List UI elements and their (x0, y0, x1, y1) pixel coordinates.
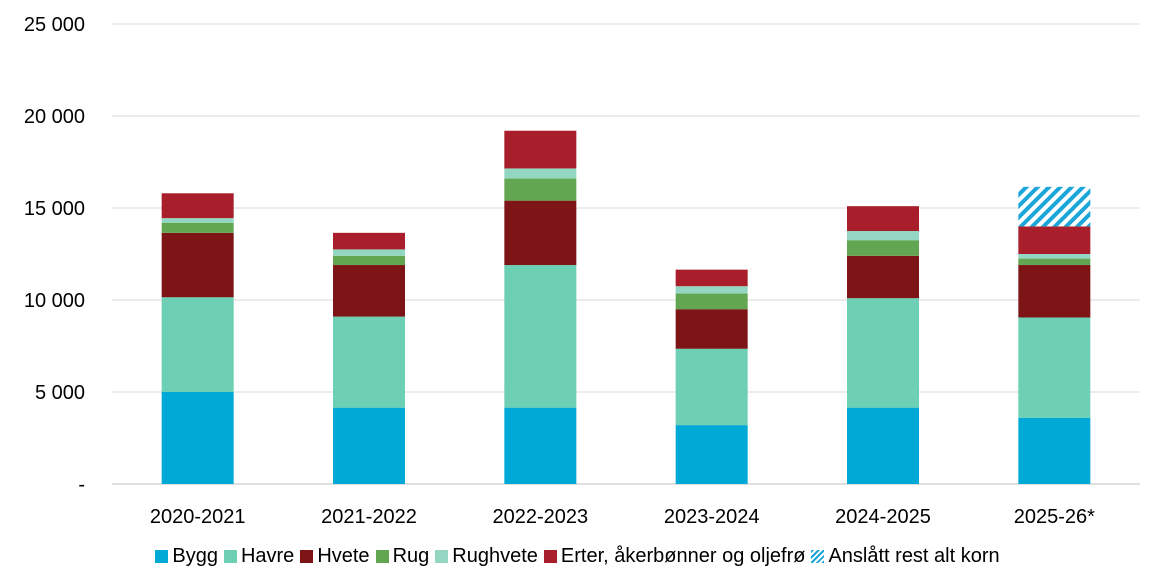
legend-swatch (155, 549, 169, 563)
bar-segment-erter-kerb-nner-og-oljefr- (847, 206, 919, 231)
bar-segment-hvete (504, 200, 577, 266)
bar-segment-rughvete (675, 286, 748, 294)
legend-label: Rug (392, 544, 430, 567)
x-tick-label: 2023-2024 (664, 506, 760, 528)
bar-segment-hvete (847, 255, 919, 299)
legend-item: Havre (223, 544, 295, 568)
y-tick-label: 20 000 (24, 106, 85, 128)
legend-item: Erter, åkerbønner og oljefrø (543, 544, 806, 568)
bar-segment-havre (333, 316, 405, 408)
legend-label: Hvete (317, 544, 370, 567)
bar-segment-rug (504, 178, 577, 201)
legend-item: Anslått rest alt korn (811, 544, 1000, 568)
x-tick-label: 2021-2022 (321, 506, 417, 528)
bar-segment-erter-kerb-nner-og-oljefr- (1018, 226, 1091, 254)
y-tick-label: 10 000 (24, 290, 85, 312)
legend-swatch (435, 549, 449, 563)
bar-segment-erter-kerb-nner-og-oljefr- (675, 269, 748, 287)
legend-label: Erter, åkerbønner og oljefrø (560, 544, 806, 567)
bar-segment-hvete (1018, 265, 1091, 318)
bar-segment-rug (675, 293, 748, 310)
bars (161, 130, 1091, 484)
legend-item: Bygg (155, 545, 218, 568)
bar-segment-havre (504, 265, 577, 408)
bar-segment-rughvete (333, 249, 405, 256)
bar-segment-rug (161, 222, 234, 233)
bar-segment-rughvete (847, 231, 919, 241)
bar-segment-hvete (675, 309, 748, 349)
x-tick-label: 2025-26* (1014, 506, 1095, 528)
bar-segment-hvete (333, 265, 405, 317)
bar-segment-bygg (675, 425, 748, 484)
bar-segment-erter-kerb-nner-og-oljefr- (161, 193, 234, 219)
y-tick-label: 5 000 (35, 382, 85, 404)
bar-segment-rug (1018, 258, 1091, 266)
bar-segment-erter-kerb-nner-og-oljefr- (333, 232, 405, 250)
bar-segment-bygg (161, 392, 234, 484)
bar-segment-rughvete (504, 168, 577, 179)
bar-segment-bygg (1018, 417, 1091, 484)
y-tick-label: 25 000 (24, 14, 85, 36)
bar-segment-bygg (847, 407, 919, 484)
legend-label: Havre (240, 544, 295, 567)
x-tick-label: 2022-2023 (493, 506, 589, 528)
bar-segment-havre (1018, 317, 1091, 418)
bar-segment-hvete (161, 232, 234, 298)
legend-item: Rug (375, 544, 430, 568)
legend-swatch (223, 549, 237, 563)
bar-segment-havre (161, 297, 234, 392)
legend-item: Hvete (300, 544, 370, 568)
bar-segment-havre (675, 348, 748, 426)
legend-label: Rughvete (452, 544, 538, 567)
legend-swatch (811, 549, 825, 563)
gridlines (112, 23, 1140, 485)
legend-swatch (300, 549, 314, 563)
x-tick-label: 2020-2021 (150, 506, 246, 528)
x-tick-label: 2024-2025 (835, 506, 931, 528)
legend-swatch (375, 549, 389, 563)
axis-labels: - 5 000 10 000 15 000 20 000 25 000 2020-2021 2… (24, 14, 1095, 528)
legend-item: Rughvete (435, 545, 538, 568)
y-tick-label: 15 000 (24, 198, 85, 220)
bar-segment-bygg (504, 407, 577, 484)
y-tick-label: - (78, 474, 85, 496)
bar-segment-erter-kerb-nner-og-oljefr- (504, 130, 577, 169)
bar-segment-bygg (333, 407, 405, 484)
bar-segment-rughvete (161, 218, 234, 223)
legend-label: Anslått rest alt korn (828, 544, 1000, 567)
legend-swatch (543, 549, 557, 563)
bar-segment-rug (847, 240, 919, 256)
bar-segment-ansl-tt-rest-alt-korn (1018, 186, 1091, 227)
bar-segment-rughvete (1018, 254, 1091, 259)
legend-label: Bygg (172, 544, 218, 567)
legend: Bygg Havre Hvete Rug Rughvete Erter, åkerbønn… (0, 543, 1161, 569)
bar-segment-havre (847, 298, 919, 408)
bar-segment-rug (333, 255, 405, 266)
